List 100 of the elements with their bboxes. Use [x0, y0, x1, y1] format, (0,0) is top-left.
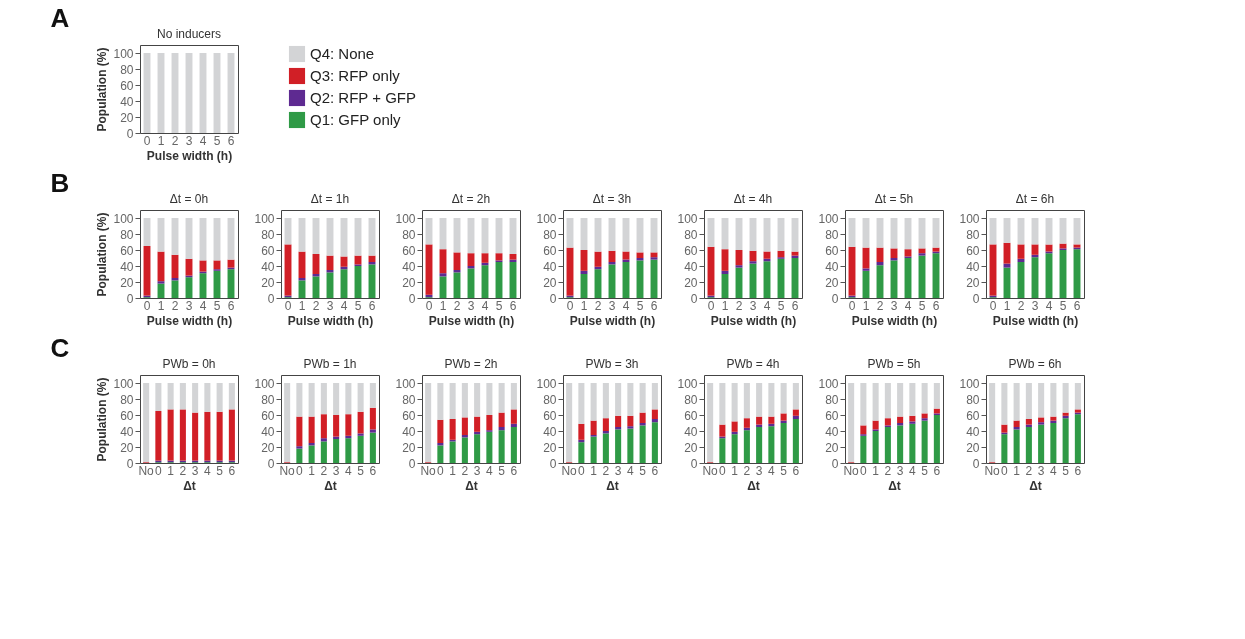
y-tick-label: 100: [395, 211, 416, 226]
x-tick-label: No: [843, 463, 860, 478]
bar: [768, 383, 775, 417]
x-tick-label: 0: [1001, 463, 1009, 478]
bar: [1050, 416, 1057, 421]
x-tick-label: 4: [204, 463, 212, 478]
bar: [333, 383, 340, 415]
bar: [768, 416, 775, 424]
chart-title: PWb = 3h: [585, 357, 639, 371]
chart-title: PWb = 0h: [162, 357, 216, 371]
y-tick-label: 100: [113, 376, 134, 391]
bar: [1013, 420, 1020, 427]
bar: [437, 445, 444, 463]
bar: [155, 383, 162, 411]
bar: [192, 412, 199, 461]
x-tick-label: 0: [989, 298, 997, 313]
y-tick-label: 40: [966, 259, 980, 274]
y-tick-label: 100: [959, 211, 980, 226]
bar: [157, 281, 165, 284]
x-tick-label: 1: [862, 298, 870, 313]
bar: [498, 430, 505, 463]
y-tick-label: 100: [395, 376, 416, 391]
bar: [735, 265, 743, 268]
bar: [921, 418, 928, 421]
x-axis-title: Δt: [324, 478, 337, 493]
bar: [590, 383, 597, 421]
chart-title: PWb = 4h: [726, 357, 780, 371]
chart-title: Δt = 2h: [451, 192, 491, 206]
x-tick-label: 4: [345, 463, 353, 478]
bar: [1025, 427, 1032, 463]
y-tick-label: 80: [120, 62, 134, 77]
chart-title: Δt = 3h: [592, 192, 632, 206]
y-tick-label: 20: [684, 275, 698, 290]
x-tick-label: 5: [639, 463, 647, 478]
text: C: [50, 332, 70, 363]
bar: [651, 409, 658, 419]
x-tick-label: 5: [216, 463, 224, 478]
bar: [909, 423, 916, 463]
y-tick-label: 20: [120, 110, 134, 125]
x-tick-label: 1: [590, 463, 598, 478]
bar: [1045, 244, 1053, 252]
x-tick-label: 3: [755, 463, 763, 478]
y-tick-label: 100: [254, 376, 275, 391]
bar: [510, 383, 517, 410]
x-axis-title: Pulse width (h): [428, 313, 515, 328]
y-tick-label: 60: [825, 243, 839, 258]
bar: [425, 383, 432, 463]
y-tick-label: 40: [966, 424, 980, 439]
bar: [921, 413, 928, 419]
bar: [345, 414, 352, 436]
bar: [872, 420, 879, 430]
bar: [639, 425, 646, 463]
bar: [345, 438, 352, 463]
bar: [461, 417, 468, 435]
bar: [357, 383, 364, 412]
x-tick-label: No: [561, 463, 578, 478]
bar: [320, 441, 327, 463]
x-tick-label: 4: [909, 463, 917, 478]
bar: [602, 418, 609, 431]
chart-title: PWb = 2h: [444, 357, 498, 371]
bar: [345, 383, 352, 415]
y-tick-label: 100: [818, 211, 839, 226]
x-tick-label: 3: [326, 298, 334, 313]
y-tick-label: 40: [120, 259, 134, 274]
bar: [650, 257, 658, 260]
y-tick-label: 40: [825, 424, 839, 439]
x-tick-label: 6: [650, 298, 658, 313]
bar: [909, 383, 916, 416]
bar: [1038, 383, 1045, 418]
bar: [449, 441, 456, 463]
y-tick-label: 80: [825, 227, 839, 242]
bar: [636, 252, 644, 258]
chart-title: Δt = 1h: [310, 192, 350, 206]
x-tick-label: 0: [296, 463, 304, 478]
bar: [437, 383, 444, 420]
y-tick-label: 60: [120, 243, 134, 258]
x-tick-label: 1: [1003, 298, 1011, 313]
x-tick-label: 3: [467, 298, 475, 313]
x-axis-title: Pulse width (h): [710, 313, 797, 328]
chart-title: PWb = 6h: [1008, 357, 1062, 371]
y-tick-label: 40: [825, 259, 839, 274]
x-tick-label: 2: [602, 463, 610, 478]
bar: [1038, 422, 1045, 425]
x-tick-label: 2: [876, 298, 884, 313]
y-axis-title: Population (%): [95, 212, 110, 297]
bar: [872, 431, 879, 463]
bar: [627, 415, 634, 427]
bar: [204, 411, 211, 461]
bar: [897, 425, 904, 463]
y-tick-label: 100: [113, 46, 134, 61]
bar: [627, 428, 634, 463]
x-tick-label: 0: [860, 463, 868, 478]
x-axis-title: Δt: [888, 478, 901, 493]
bar: [357, 411, 364, 434]
y-tick-label: 80: [966, 392, 980, 407]
bar: [474, 416, 481, 432]
bar: [615, 383, 622, 416]
y-tick-label: 100: [677, 376, 698, 391]
bar: [143, 383, 150, 463]
bar: [449, 383, 456, 419]
